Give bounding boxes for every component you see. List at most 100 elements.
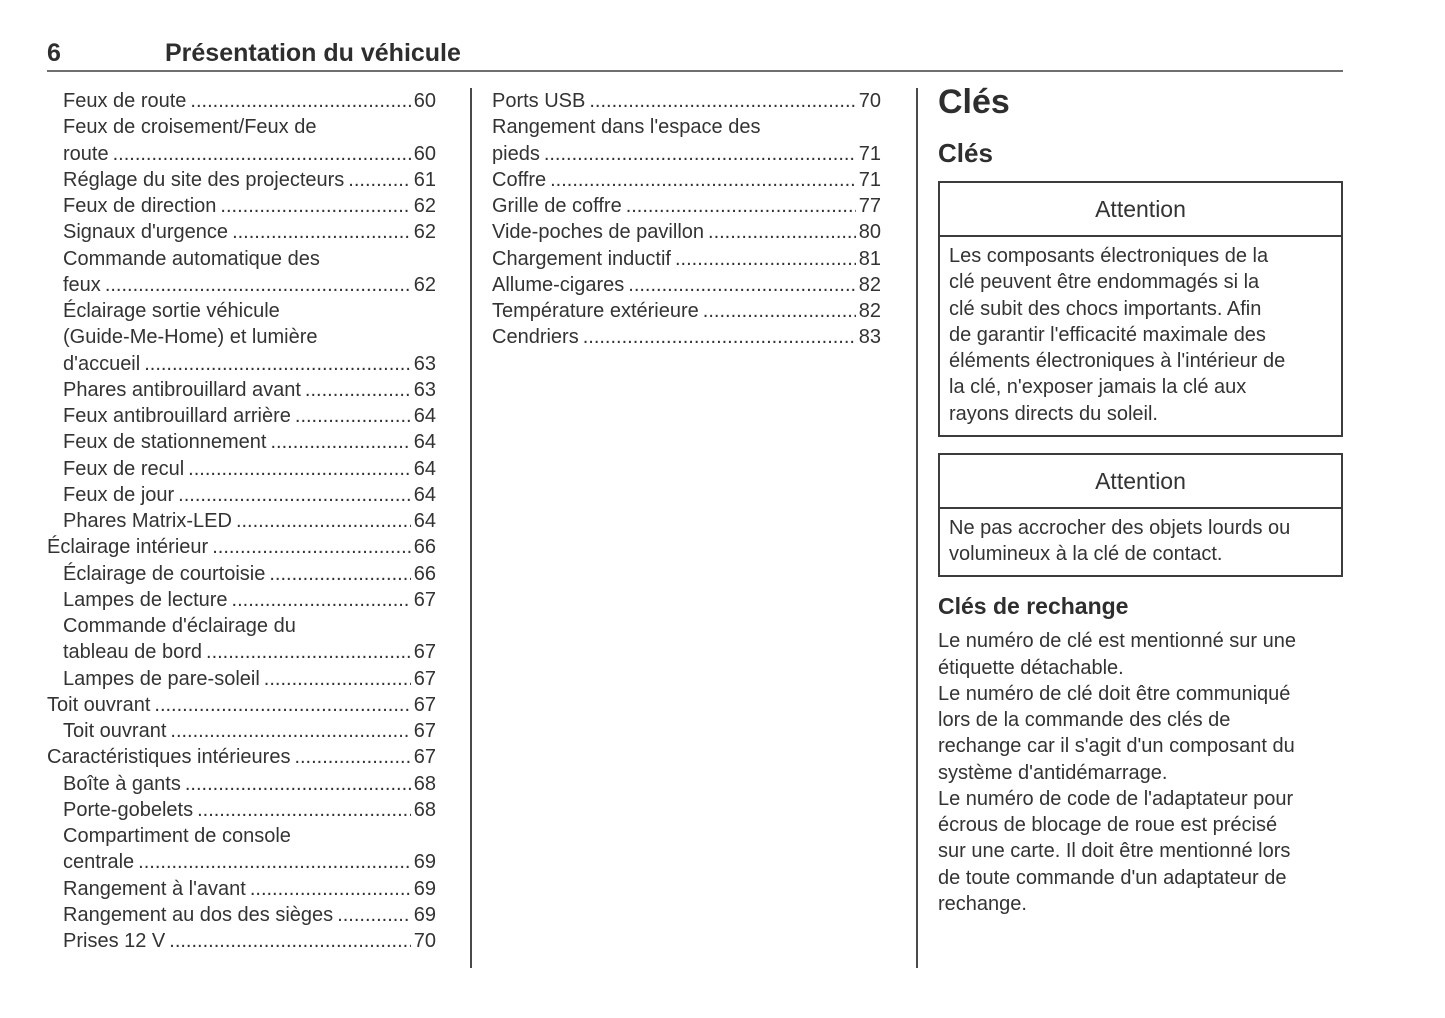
paragraph-line: écrous de blocage de roue est précisé xyxy=(938,814,1278,836)
toc-entry: Rangement au dos des sièges.............… xyxy=(63,902,436,928)
toc-page-number: 60 xyxy=(413,142,436,165)
toc-entry-last-line: Chargement inductif.....................… xyxy=(492,246,881,272)
toc-entry: Cendriers...............................… xyxy=(492,324,881,350)
paragraph: Le numéro de code de l'adaptateur pour éc… xyxy=(938,786,1343,917)
toc-entry-last-line: Vide-poches de pavillon.................… xyxy=(492,219,881,245)
toc-entry: Caractéristiques intérieures............… xyxy=(47,744,436,770)
section-title: Clés xyxy=(938,138,993,168)
toc-entry: Chargement inductif.....................… xyxy=(492,246,881,272)
paragraph: Le numéro de clé est mentionné sur une ét… xyxy=(938,628,1343,681)
toc-entry-last-line: Feux de direction.......................… xyxy=(63,193,436,219)
toc-entry-last-line: Réglage du site des projecteurs.........… xyxy=(63,167,436,193)
dot-leader: ........................................… xyxy=(543,142,856,165)
toc-page-number: 64 xyxy=(413,483,436,506)
toc-entry: Toit ouvrant............................… xyxy=(63,718,436,744)
toc-entry-last-line: Feux de stationnement...................… xyxy=(63,429,436,455)
attention-text-line: la clé, n'exposer jamais la clé aux xyxy=(949,376,1247,399)
dot-leader: ........................................… xyxy=(263,667,411,690)
toc-entry-last-line: Caractéristiques intérieures............… xyxy=(47,744,436,770)
dot-leader: ........................................… xyxy=(231,588,411,611)
attention-text-line: éléments électroniques à l'intérieur de xyxy=(949,350,1286,372)
toc-entry: Feux de route...........................… xyxy=(63,88,436,114)
toc-entry-label: Allume-cigares xyxy=(492,273,625,296)
toc-page-number: 64 xyxy=(413,405,436,427)
dot-leader: ........................................… xyxy=(112,142,411,165)
toc-page-number: 64 xyxy=(413,510,436,532)
toc-entry: Rangement à l'avant.....................… xyxy=(63,876,436,902)
dot-leader: ........................................… xyxy=(206,641,411,664)
toc-entry: Feux de direction.......................… xyxy=(63,193,436,219)
toc-entry-label: Chargement inductif xyxy=(492,247,671,270)
toc-page-number: 62 xyxy=(413,195,436,217)
toc-page-number: 66 xyxy=(413,562,436,585)
paragraph-line: sur une carte. Il doit être mentionné lo… xyxy=(938,840,1291,863)
toc-entry-last-line: Porte-gobelets..........................… xyxy=(63,797,436,823)
attention-text-line: volumineux à la clé de contact. xyxy=(949,543,1223,565)
toc-page-number: 83 xyxy=(858,326,881,349)
toc-entry: Phares Matrix-LED.......................… xyxy=(63,508,436,534)
paragraph-line: rechange car il s'agit d'un composant du xyxy=(938,735,1295,758)
toc-page-number: 67 xyxy=(413,746,436,769)
toc-entry-last-line: Rangement au dos des sièges.............… xyxy=(63,902,436,928)
toc-entry-last-line: Toit ouvrant............................… xyxy=(63,718,436,744)
attention-box: Attention Les composants électroniques de… xyxy=(938,181,1343,437)
dot-leader: ........................................… xyxy=(138,851,411,874)
toc-page-number: 80 xyxy=(858,221,881,244)
toc-entry-label: Rangement au dos des sièges xyxy=(63,903,334,926)
toc-entry-last-line: Feux de recul...........................… xyxy=(63,456,436,482)
attention-text-line: clé subit des chocs importants. Afin xyxy=(949,297,1262,320)
dot-leader: ........................................… xyxy=(589,90,856,112)
toc-entry-line: Commande automatique des xyxy=(63,247,320,270)
chapter-title: Clés xyxy=(938,83,1010,121)
toc-entry: Boîte à gants...........................… xyxy=(63,771,436,797)
toc-page-number: 67 xyxy=(413,588,436,611)
toc-entry-last-line: Feux de route...........................… xyxy=(63,88,436,114)
attention-box-text: Les composants électroniques de la clé pe… xyxy=(940,237,1341,435)
dot-leader: ........................................… xyxy=(674,247,856,270)
toc-entry-last-line: Lampes de pare-soleil...................… xyxy=(63,666,436,692)
page-number: 6 xyxy=(47,39,61,67)
attention-text-line: de garantir l'efficacité maximale des xyxy=(949,323,1266,346)
toc-page-number: 62 xyxy=(413,221,436,244)
toc-column-middle: Ports USB...............................… xyxy=(472,88,918,968)
toc-entry: Commande automatique des feux............… xyxy=(63,246,436,299)
toc-entry-label: Température extérieure xyxy=(492,300,699,322)
attention-text-line: Ne pas accrocher des objets lourds ou xyxy=(949,516,1291,539)
toc-entry-label: Caractéristiques intérieures xyxy=(47,746,291,769)
toc-page-number: 64 xyxy=(413,431,436,454)
toc-entry: Porte-gobelets..........................… xyxy=(63,797,436,823)
toc-page-number: 81 xyxy=(858,247,881,270)
paragraph-line: rechange. xyxy=(938,892,1027,915)
toc-page-number: 77 xyxy=(858,195,881,217)
paragraph: Le numéro de clé doit être communiqué lor… xyxy=(938,681,1343,786)
toc-entry-last-line: Prises 12 V.............................… xyxy=(63,928,436,954)
toc-entry-last-line: Coffre..................................… xyxy=(492,167,881,193)
toc-entry-label: Feux de jour xyxy=(63,483,175,506)
toc-entry-last-line: Éclairage intérieur.....................… xyxy=(47,534,436,560)
toc-entry-label: Porte-gobelets xyxy=(63,798,194,821)
paragraph-line: système d'antidémarrage. xyxy=(938,761,1168,784)
toc-entry-last-line: Toit ouvrant............................… xyxy=(47,692,436,718)
toc-entry-label: Toit ouvrant xyxy=(47,693,151,716)
dot-leader: ........................................… xyxy=(235,510,411,532)
toc-entry-last-line: Température extérieure..................… xyxy=(492,298,881,324)
toc-entry-label: tableau de bord xyxy=(63,641,203,664)
toc-entry-last-line: Grille de coffre........................… xyxy=(492,193,881,219)
toc-entry: Lampes de lecture.......................… xyxy=(63,587,436,613)
toc-page-number: 71 xyxy=(858,168,881,191)
attention-text-line: Les composants électroniques de la xyxy=(949,245,1269,267)
dot-leader: ........................................… xyxy=(144,352,411,375)
body-paragraphs: Le numéro de clé est mentionné sur une ét… xyxy=(938,628,1343,917)
dot-leader: ........................................… xyxy=(294,746,411,769)
toc-entry: Feux de jour............................… xyxy=(63,482,436,508)
toc-entry-last-line: Lampes de lecture.......................… xyxy=(63,587,436,613)
paragraph-line: Le numéro de clé doit être communiqué xyxy=(938,682,1291,705)
toc-entry: Lampes de pare-soleil...................… xyxy=(63,666,436,692)
toc-entry-label: Éclairage de courtoisie xyxy=(63,562,266,585)
attention-box: Attention Ne pas accrocher des objets lou… xyxy=(938,452,1343,578)
toc-page-number: 69 xyxy=(413,877,436,900)
toc-entry-last-line: pieds...................................… xyxy=(492,141,881,167)
dot-leader: ........................................… xyxy=(220,195,411,217)
dot-leader: ........................................… xyxy=(702,300,856,322)
toc-entry: Phares antibrouillard avant.............… xyxy=(63,377,436,403)
